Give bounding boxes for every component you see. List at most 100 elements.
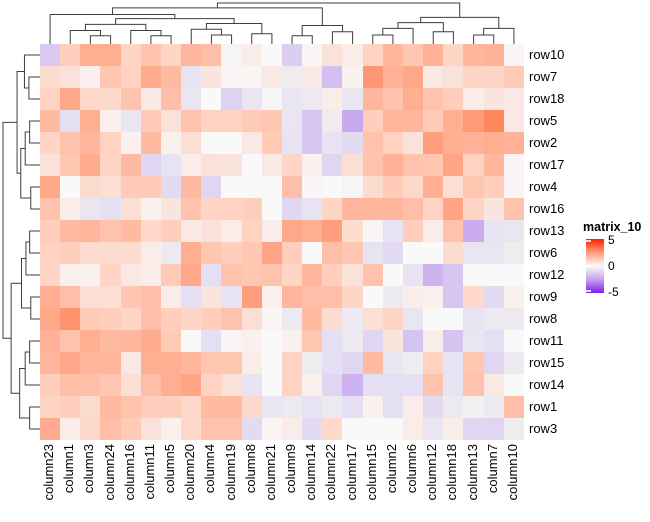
heatmap-cell	[443, 176, 464, 198]
heatmap-cell	[201, 308, 222, 330]
heatmap-cell	[281, 198, 303, 220]
heatmap-cell	[201, 44, 222, 66]
heatmap-cell	[100, 44, 121, 66]
heatmap-cell	[302, 242, 323, 264]
heatmap-cell	[160, 132, 182, 154]
heatmap-cell	[221, 220, 242, 242]
heatmap-cell	[322, 220, 343, 242]
heatmap-cell	[281, 330, 303, 352]
heatmap-cell	[503, 286, 524, 308]
heatmap-cell	[241, 374, 262, 396]
heatmap-cell	[302, 88, 323, 110]
heatmap-cell	[322, 264, 343, 286]
heatmap-cell	[463, 308, 484, 330]
heatmap-cell	[423, 396, 444, 418]
heatmap-cell	[261, 308, 282, 330]
heatmap-cell	[140, 374, 161, 396]
column-label: column1	[61, 444, 77, 494]
heatmap-cell	[80, 352, 101, 374]
heatmap-cell	[181, 242, 202, 264]
heatmap-cell	[80, 330, 101, 352]
heatmap-cell	[382, 308, 403, 330]
heatmap-cell	[241, 308, 262, 330]
legend-colorbar	[586, 239, 604, 293]
heatmap-cell	[322, 352, 343, 374]
heatmap-cell	[423, 132, 444, 154]
heatmap-cell	[40, 242, 61, 264]
heatmap-cell	[423, 154, 444, 176]
heatmap-cell	[221, 132, 242, 154]
heatmap-cell	[302, 396, 323, 418]
heatmap-cell	[221, 198, 242, 220]
heatmap-cell	[342, 66, 363, 88]
legend-tick-0: 0	[608, 259, 615, 273]
heatmap-cell	[382, 330, 403, 352]
legend: matrix_10 5 0 -5	[583, 220, 649, 298]
heatmap-cell	[302, 44, 323, 66]
heatmap-cell	[402, 132, 424, 154]
heatmap-cell	[201, 88, 222, 110]
heatmap-cell	[40, 308, 61, 330]
heatmap-cell	[181, 308, 202, 330]
heatmap-cell	[120, 176, 141, 198]
heatmap-cell	[140, 352, 161, 374]
heatmap-cell	[160, 308, 182, 330]
heatmap-cell	[120, 286, 141, 308]
heatmap-cell	[463, 286, 484, 308]
row-label: row7	[529, 69, 558, 84]
heatmap-cell	[362, 198, 383, 220]
heatmap-cell	[463, 44, 484, 66]
column-label: column2	[383, 444, 399, 494]
heatmap-cell	[483, 418, 504, 440]
heatmap-cell	[181, 374, 202, 396]
heatmap-cell	[60, 154, 81, 176]
heatmap-cell	[463, 110, 484, 132]
row-label: row10	[529, 47, 565, 62]
heatmap-cell	[140, 418, 161, 440]
heatmap-cell	[483, 66, 504, 88]
heatmap-cell	[80, 418, 101, 440]
heatmap-cell	[322, 418, 343, 440]
heatmap-cell	[241, 198, 262, 220]
heatmap-cell	[120, 110, 141, 132]
heatmap-cell	[342, 264, 363, 286]
heatmap-cell	[503, 88, 524, 110]
heatmap-cell	[160, 110, 182, 132]
heatmap-cell	[302, 132, 323, 154]
heatmap-cell	[443, 264, 464, 286]
heatmap-cell	[342, 110, 363, 132]
row-label: row5	[529, 113, 558, 128]
heatmap-cell	[221, 154, 242, 176]
heatmap-cell	[80, 154, 101, 176]
heatmap-cell	[221, 352, 242, 374]
column-label: column6	[404, 444, 420, 494]
heatmap-cell	[181, 110, 202, 132]
row-label: row17	[529, 157, 565, 172]
heatmap-cell	[402, 154, 424, 176]
heatmap-cell	[100, 176, 121, 198]
heatmap-cell	[221, 44, 242, 66]
heatmap-cell	[181, 396, 202, 418]
heatmap-cell	[483, 330, 504, 352]
heatmap-cell	[60, 264, 81, 286]
heatmap-cell	[342, 154, 363, 176]
heatmap-cell	[382, 242, 403, 264]
heatmap-cell	[181, 44, 202, 66]
heatmap-cell	[160, 396, 182, 418]
heatmap-cell	[342, 418, 363, 440]
heatmap-cell	[302, 286, 323, 308]
heatmap-cell	[443, 44, 464, 66]
heatmap-cell	[221, 176, 242, 198]
heatmap-cell	[80, 220, 101, 242]
heatmap-cell	[463, 88, 484, 110]
column-label: column16	[121, 444, 137, 501]
row-dendrogram	[2, 54, 40, 430]
heatmap-cell	[382, 264, 403, 286]
heatmap-cell	[382, 132, 403, 154]
heatmap-cell	[443, 374, 464, 396]
heatmap-cell	[181, 220, 202, 242]
heatmap-cell	[443, 330, 464, 352]
heatmap-cell	[100, 352, 121, 374]
heatmap-cell	[261, 242, 282, 264]
heatmap-cell	[80, 374, 101, 396]
